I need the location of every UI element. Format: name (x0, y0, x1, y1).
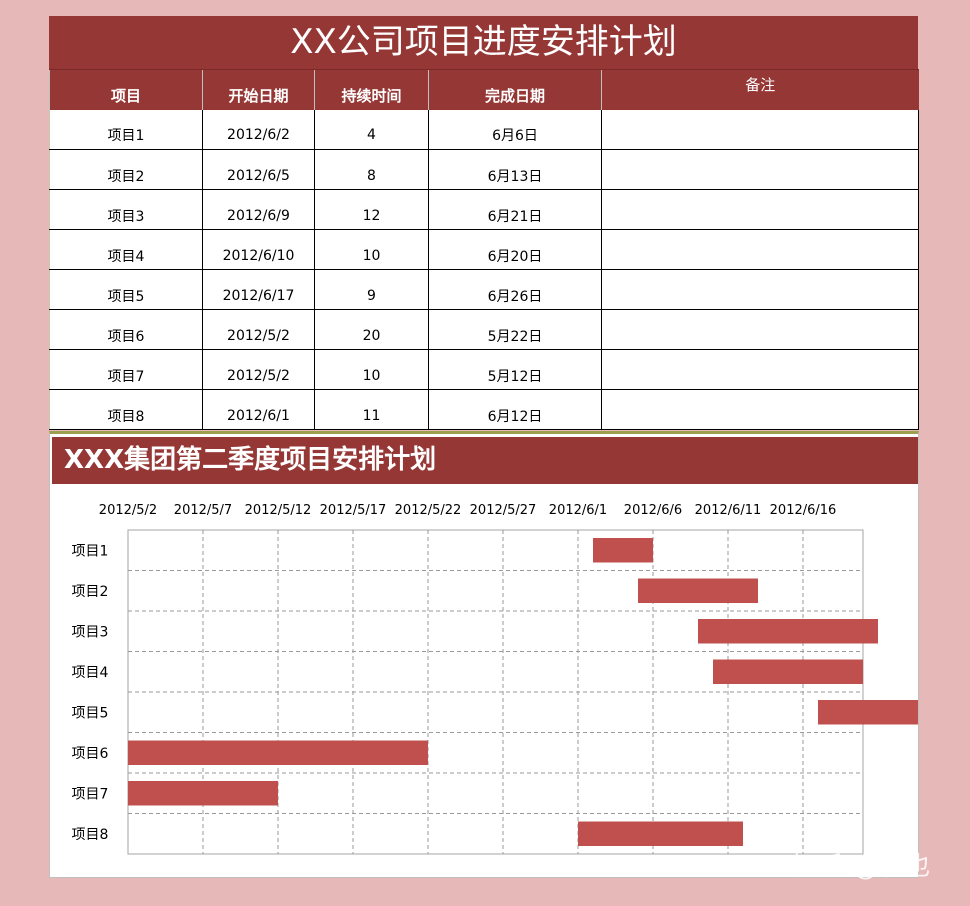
cell-start-date[interactable]: 2012/5/2 (202, 309, 315, 350)
cell-start-date[interactable]: 2012/6/17 (202, 269, 315, 310)
x-tick-label: 2012/6/6 (624, 503, 682, 518)
table-row: 项目1 2012/6/2 4 6月6日 (49, 109, 919, 150)
cell-end-date[interactable]: 6月13日 (428, 149, 602, 190)
cell-end-date[interactable]: 5月12日 (428, 349, 602, 390)
table-row: 项目6 2012/5/2 20 5月22日 (49, 309, 919, 350)
cell-project[interactable]: 项目3 (49, 189, 203, 230)
chart-title: XXX集团第二季度项目安排计划 (52, 437, 918, 484)
cell-note[interactable] (601, 389, 919, 430)
cell-note[interactable] (601, 189, 919, 230)
gantt-bar (818, 700, 918, 725)
y-category-label: 项目2 (72, 584, 109, 600)
cell-note[interactable] (601, 349, 919, 390)
column-header-end-date[interactable]: 完成日期 (428, 69, 602, 110)
column-header-note[interactable]: 备注 (601, 69, 919, 110)
gantt-bar (128, 781, 278, 806)
table-row: 项目2 2012/6/5 8 6月13日 (49, 149, 919, 190)
table-row: 项目8 2012/6/1 11 6月12日 (49, 389, 919, 430)
table-row: 项目3 2012/6/9 12 6月21日 (49, 189, 919, 230)
y-category-label: 项目7 (72, 786, 109, 802)
gantt-plot: 2012/5/2 2012/5/7 2012/5/12 2012/5/17 2012/5… (72, 503, 918, 855)
x-tick-label: 2012/6/1 (549, 503, 607, 518)
cell-end-date[interactable]: 6月26日 (428, 269, 602, 310)
gantt-bar (578, 821, 743, 846)
cell-duration[interactable]: 10 (314, 229, 429, 270)
cell-end-date[interactable]: 6月12日 (428, 389, 602, 430)
cell-duration[interactable]: 20 (314, 309, 429, 350)
y-category-label: 项目8 (72, 827, 109, 843)
cell-project[interactable]: 项目5 (49, 269, 203, 310)
cell-project[interactable]: 项目2 (49, 149, 203, 190)
watermark: 知乎 @者也 (792, 852, 931, 882)
x-tick-label: 2012/5/12 (245, 503, 312, 518)
cell-duration[interactable]: 11 (314, 389, 429, 430)
cell-duration[interactable]: 10 (314, 349, 429, 390)
cell-project[interactable]: 项目4 (49, 229, 203, 270)
column-header-start-date[interactable]: 开始日期 (202, 69, 315, 110)
table-row: 项目7 2012/5/2 10 5月12日 (49, 349, 919, 390)
gantt-chart[interactable]: XXX集团第二季度项目安排计划 2012/5/2 2012/5/7 2012/5/1… (49, 431, 919, 878)
column-header-project[interactable]: 项目 (49, 69, 203, 110)
cell-end-date[interactable]: 6月20日 (428, 229, 602, 270)
table-header-row: 项目 开始日期 持续时间 完成日期 备注 (49, 69, 919, 110)
gantt-bar (128, 740, 428, 765)
cell-note[interactable] (601, 309, 919, 350)
cell-end-date[interactable]: 6月6日 (428, 109, 602, 150)
cell-note[interactable] (601, 149, 919, 190)
gantt-bar (698, 619, 878, 644)
column-header-duration[interactable]: 持续时间 (314, 69, 429, 110)
cell-end-date[interactable]: 6月21日 (428, 189, 602, 230)
y-category-label: 项目1 (72, 543, 109, 559)
table-row: 项目4 2012/6/10 10 6月20日 (49, 229, 919, 270)
cell-note[interactable] (601, 269, 919, 310)
schedule-table: 项目 开始日期 持续时间 完成日期 备注 项目1 2012/6/2 4 6月6日… (49, 69, 919, 430)
cell-duration[interactable]: 9 (314, 269, 429, 310)
cell-project[interactable]: 项目7 (49, 349, 203, 390)
cell-start-date[interactable]: 2012/6/5 (202, 149, 315, 190)
y-category-label: 项目4 (72, 665, 109, 681)
cell-start-date[interactable]: 2012/6/10 (202, 229, 315, 270)
table-row: 项目5 2012/6/17 9 6月26日 (49, 269, 919, 310)
cell-note[interactable] (601, 229, 919, 270)
x-tick-label: 2012/6/11 (695, 503, 762, 518)
x-tick-label: 2012/5/22 (395, 503, 462, 518)
cell-duration[interactable]: 12 (314, 189, 429, 230)
cell-end-date[interactable]: 5月22日 (428, 309, 602, 350)
cell-start-date[interactable]: 2012/6/1 (202, 389, 315, 430)
cell-duration[interactable]: 8 (314, 149, 429, 190)
x-tick-label: 2012/5/27 (470, 503, 537, 518)
cell-duration[interactable]: 4 (314, 109, 429, 150)
cell-start-date[interactable]: 2012/6/2 (202, 109, 315, 150)
gantt-bar (638, 578, 758, 603)
x-tick-label: 2012/6/16 (770, 503, 837, 518)
gantt-bar (713, 659, 863, 684)
cell-project[interactable]: 项目1 (49, 109, 203, 150)
x-tick-label: 2012/5/2 (99, 503, 157, 518)
cell-start-date[interactable]: 2012/6/9 (202, 189, 315, 230)
y-category-label: 项目3 (72, 624, 109, 640)
y-category-label: 项目5 (72, 705, 109, 721)
y-category-label: 项目6 (72, 746, 109, 762)
cell-note[interactable] (601, 109, 919, 150)
sheet-title: XX公司项目进度安排计划 (49, 16, 918, 69)
x-tick-label: 2012/5/17 (320, 503, 387, 518)
schedule-sheet: XX公司项目进度安排计划 项目 开始日期 持续时间 完成日期 备注 项目1 20… (49, 16, 919, 430)
gantt-bar (593, 538, 653, 563)
cell-start-date[interactable]: 2012/5/2 (202, 349, 315, 390)
cell-project[interactable]: 项目8 (49, 389, 203, 430)
x-tick-label: 2012/5/7 (174, 503, 232, 518)
cell-project[interactable]: 项目6 (49, 309, 203, 350)
